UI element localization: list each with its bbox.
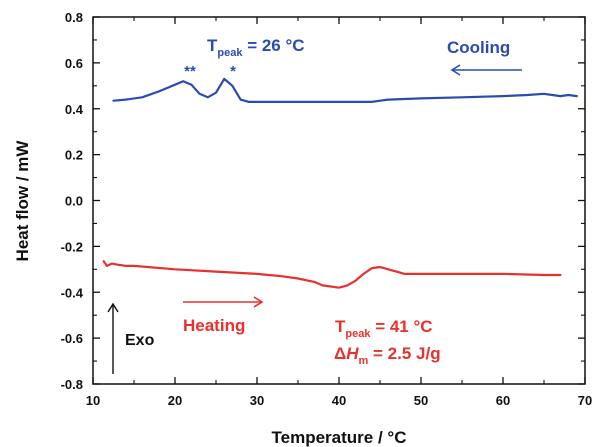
peak-marker-single-star: * xyxy=(230,63,236,80)
y-tick-label: 0.8 xyxy=(65,10,83,25)
y-tick-label: 0.6 xyxy=(65,56,83,71)
exo-label: Exo xyxy=(125,332,155,349)
peak-marker-double-star: ** xyxy=(184,63,196,80)
y-axis-title: Heat flow / mW xyxy=(13,140,32,262)
x-tick-label: 60 xyxy=(496,393,510,408)
x-tick-label: 10 xyxy=(86,393,100,408)
exo-arrow-up-icon xyxy=(107,302,119,374)
axis-tick-labels: 10 20 30 40 50 60 70 -0.8 -0.6 -0.4 -0.2 0.0 0.2 0.4 0… xyxy=(61,10,593,408)
y-tick-label: 0.0 xyxy=(65,194,83,209)
cooling-label: Cooling xyxy=(447,38,510,57)
cooling-tpeak-label: Tpeak = 26 °C xyxy=(207,36,305,59)
y-tick-label: 0.4 xyxy=(65,102,84,117)
heating-tpeak-label: Tpeak = 41 °C xyxy=(335,317,433,340)
x-tick-label: 50 xyxy=(414,393,428,408)
cooling-arrow-left-icon xyxy=(450,64,522,76)
x-tick-label: 40 xyxy=(332,393,346,408)
y-tick-label: -0.4 xyxy=(61,285,84,300)
x-tick-label: 30 xyxy=(250,393,264,408)
axis-ticks xyxy=(92,16,586,385)
y-tick-label: 0.2 xyxy=(65,148,83,163)
heating-label: Heating xyxy=(183,316,245,335)
heating-arrow-right-icon xyxy=(183,296,264,308)
series-layer xyxy=(102,77,578,289)
y-tick-label: -0.8 xyxy=(61,377,83,392)
y-tick-label: -0.6 xyxy=(61,331,83,346)
x-tick-label: 70 xyxy=(578,393,592,408)
series-line-heating xyxy=(102,260,562,289)
x-axis-title: Temperature / °C xyxy=(272,428,407,447)
series-line-cooling xyxy=(112,77,578,104)
x-tick-label: 20 xyxy=(168,393,182,408)
enthalpy-label: ΔHm = 2.5 J/g xyxy=(334,344,441,367)
y-tick-label: -0.2 xyxy=(61,239,83,254)
